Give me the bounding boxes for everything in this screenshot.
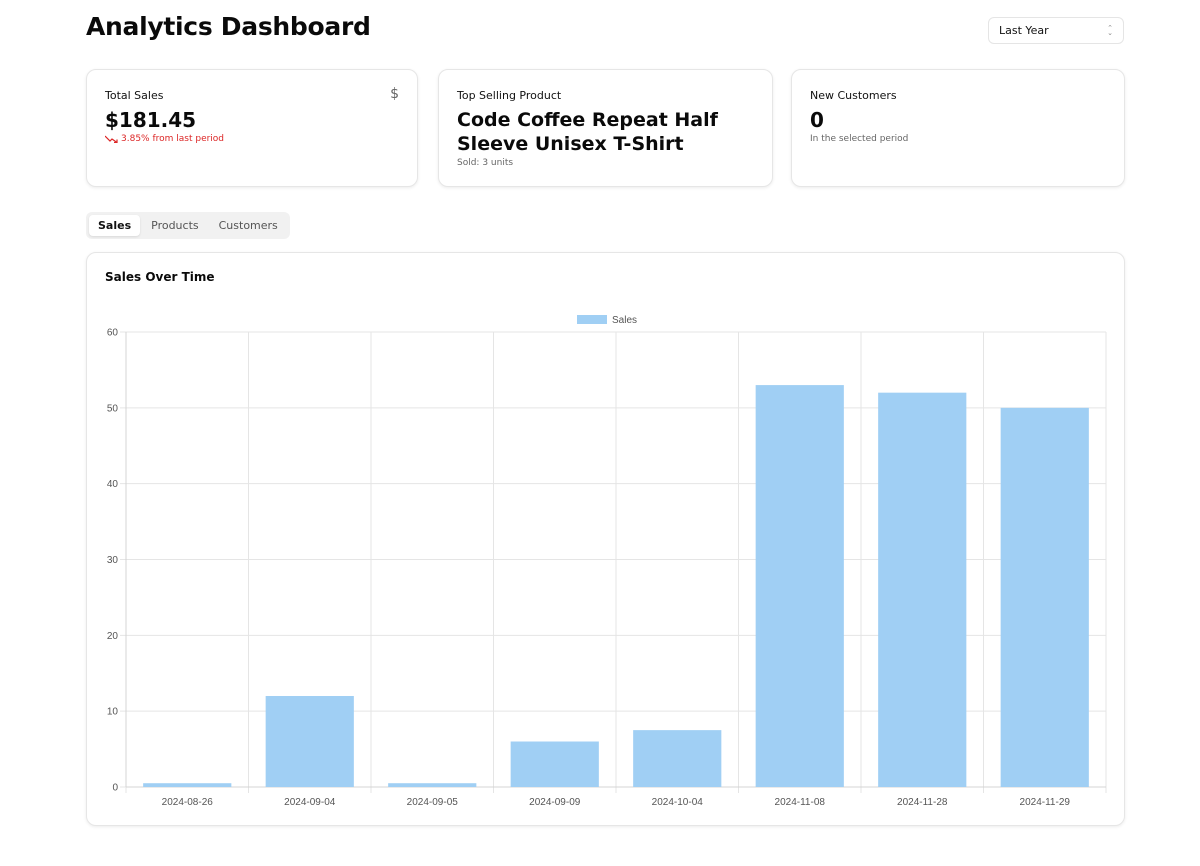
x-tick-label: 2024-11-08 xyxy=(775,797,826,808)
x-tick-label: 2024-09-05 xyxy=(407,797,459,808)
x-tick-label: 2024-11-28 xyxy=(897,797,948,808)
x-tick-label: 2024-10-04 xyxy=(652,797,704,808)
bar-2024-09-09 xyxy=(510,741,599,787)
tab-customers[interactable]: Customers xyxy=(218,219,278,232)
y-tick-label: 10 xyxy=(107,707,119,718)
y-tick-label: 40 xyxy=(107,479,119,490)
top-product-label: Top Selling Product xyxy=(457,89,562,102)
bar-2024-09-05 xyxy=(388,783,477,787)
new-customers-sub: In the selected period xyxy=(810,134,909,144)
new-customers-label: New Customers xyxy=(810,89,897,102)
chevron-up-down-icon: ⌃ ⌄ xyxy=(1107,23,1113,37)
chart-title: Sales Over Time xyxy=(105,270,215,284)
dollar-icon: $ xyxy=(390,86,399,102)
trending-down-icon xyxy=(105,135,118,143)
y-tick-label: 60 xyxy=(107,328,119,339)
bar-2024-08-26 xyxy=(143,783,232,787)
y-tick-label: 0 xyxy=(112,783,118,794)
total-sales-card: Total Sales $ $181.45 3.85% from last pe… xyxy=(86,69,418,187)
tab-list: Sales Products Customers xyxy=(86,212,290,239)
total-sales-trend: 3.85% from last period xyxy=(105,134,224,144)
y-tick-label: 50 xyxy=(107,403,119,414)
total-sales-trend-text: 3.85% from last period xyxy=(121,134,225,144)
top-product-card: Top Selling Product Code Coffee Repeat H… xyxy=(438,69,773,187)
bar-2024-11-29 xyxy=(1000,407,1089,787)
x-tick-label: 2024-11-29 xyxy=(1020,797,1071,808)
sales-bar-chart: 0 10 20 30 40 50 60 2024-08-26 2024-09-04 2024-09… xyxy=(107,315,1107,808)
period-select-value: Last Year xyxy=(999,24,1049,37)
bar-2024-11-08 xyxy=(755,385,844,787)
tab-sales[interactable]: Sales xyxy=(89,215,141,236)
new-customers-card: New Customers 0 In the selected period xyxy=(791,69,1125,187)
new-customers-value: 0 xyxy=(810,108,824,132)
x-tick-label: 2024-08-26 xyxy=(162,797,214,808)
bar-2024-10-04 xyxy=(633,730,722,787)
sales-chart-card: Sales Over Time 0 10 20 30 40 50 60 2024-08-26 2… xyxy=(86,252,1125,826)
total-sales-value: $181.45 xyxy=(105,108,197,132)
legend-swatch-sales xyxy=(577,315,607,324)
x-tick-label: 2024-09-09 xyxy=(529,797,581,808)
bar-2024-11-28 xyxy=(878,392,967,787)
bar-2024-09-04 xyxy=(265,696,354,787)
page-title: Analytics Dashboard xyxy=(86,12,371,41)
x-tick-label: 2024-09-04 xyxy=(284,797,336,808)
y-tick-label: 30 xyxy=(107,555,119,566)
legend-label-sales: Sales xyxy=(612,315,637,326)
y-tick-label: 20 xyxy=(107,631,119,642)
tab-products[interactable]: Products xyxy=(151,219,199,232)
top-product-sold: Sold: 3 units xyxy=(457,158,514,168)
top-product-name: Code Coffee Repeat Half Sleeve Unisex T-… xyxy=(457,109,718,155)
period-select[interactable]: Last Year ⌃ ⌄ xyxy=(988,17,1124,44)
total-sales-label: Total Sales xyxy=(105,89,164,102)
